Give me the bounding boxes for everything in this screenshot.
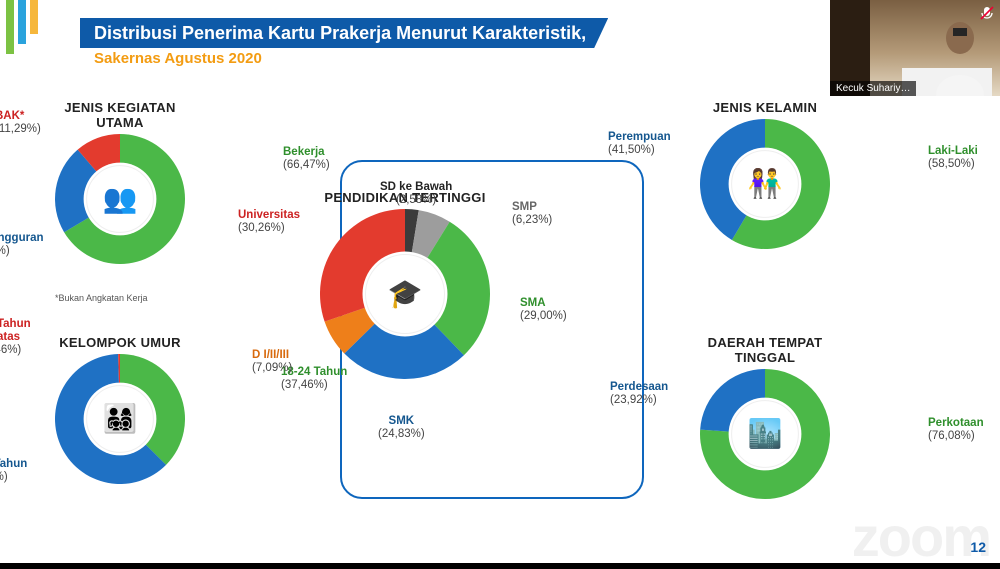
accent-bars <box>0 0 60 70</box>
chart-icon: 👨‍👩‍👧‍👦 <box>103 405 138 433</box>
slice-label: Bekerja(66,47%) <box>283 146 330 172</box>
webcam-name: Kecuk Suhariy… <box>830 81 916 96</box>
chart-title: JENIS KELAMIN <box>700 100 830 115</box>
slice-label: Perempuan(41,50%) <box>608 131 671 157</box>
slice-label: SD ke Bawah(2,58%) <box>380 181 452 207</box>
chart-title: JENIS KEGIATAN UTAMA <box>55 100 185 130</box>
chart-icon: 🏙️ <box>748 420 783 448</box>
chart-title: KELOMPOK UMUR <box>55 335 185 350</box>
webcam-tile[interactable]: Kecuk Suhariy… <box>830 0 1000 96</box>
donut: 👥Bekerja(66,47%)Pengangguran(22,24%)BAK*… <box>55 134 185 264</box>
chart-icon: 🎓 <box>388 280 423 308</box>
chart-icon: 👥 <box>103 185 138 213</box>
page-number: 12 <box>970 539 986 555</box>
mute-icon <box>979 5 995 21</box>
chart-kelamin: JENIS KELAMIN 👫Laki-Laki(58,50%)Perempuan… <box>700 100 830 249</box>
donut: 👫Laki-Laki(58,50%)Perempuan(41,50%) <box>700 119 830 249</box>
slice-label: BAK*(11,29%) <box>0 110 41 136</box>
slice-label: 60 Tahun ke atas(0,46%) <box>0 318 31 358</box>
slice-label: SMK(24,83%) <box>378 415 425 441</box>
slice-label: Universitas(30,26%) <box>238 209 300 235</box>
slice-label: SMA(29,00%) <box>520 297 567 323</box>
slice-label: Laki-Laki(58,50%) <box>928 145 978 171</box>
slice-label: 25-59 Tahun(62,08%) <box>0 458 27 484</box>
slice-label: Pengangguran(22,24%) <box>0 232 44 258</box>
chart-title: DAERAH TEMPAT TINGGAL <box>700 335 830 365</box>
donut: 👨‍👩‍👧‍👦18-24 Tahun(37,46%)25-59 Tahun(62… <box>55 354 185 484</box>
slice-label: Perkotaan(76,08%) <box>928 417 984 443</box>
slice-label: SMP(6,23%) <box>512 201 552 227</box>
donut: 🏙️Perkotaan(76,08%)Perdesaan(23,92%) <box>700 369 830 499</box>
chart-pendidikan: PENDIDIKAN TERTINGGI🎓SD ke Bawah(2,58%)S… <box>320 190 490 379</box>
donut: 🎓SD ke Bawah(2,58%)SMP(6,23%)SMA(29,00%)… <box>320 209 490 379</box>
slice-label: D I/II/III(7,09%) <box>252 349 292 375</box>
page-subtitle: Sakernas Agustus 2020 <box>94 50 262 67</box>
zoom-watermark: zoom <box>852 504 990 569</box>
chart-tinggal: DAERAH TEMPAT TINGGAL 🏙️Perkotaan(76,08%)… <box>700 335 830 499</box>
slice-label: Perdesaan(23,92%) <box>610 381 668 407</box>
footnote: *Bukan Angkatan Kerja <box>55 293 148 303</box>
slide: Distribusi Penerima Kartu Prakerja Menur… <box>0 0 1000 563</box>
chart-umur: KELOMPOK UMUR 👨‍👩‍👧‍👦18-24 Tahun(37,46%)2… <box>55 335 185 484</box>
chart-kegiatan: JENIS KEGIATAN UTAMA 👥Bekerja(66,47%)Peng… <box>55 100 185 264</box>
chart-icon: 👫 <box>748 170 783 198</box>
page-title: Distribusi Penerima Kartu Prakerja Menur… <box>80 18 608 48</box>
